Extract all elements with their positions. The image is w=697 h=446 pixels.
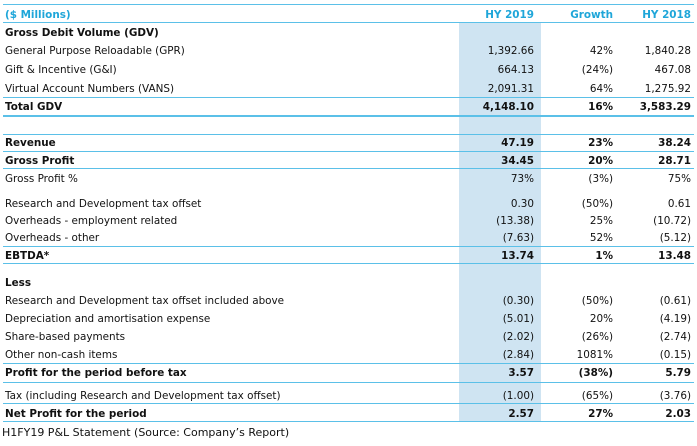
cell-hy2018: (5.12) xyxy=(659,232,691,244)
row-label: Net Profit for the period xyxy=(5,408,147,420)
cell-hy2019: (2.84) xyxy=(502,349,534,361)
cell-growth: 25% xyxy=(589,215,613,227)
table-rule xyxy=(3,363,694,364)
cell-growth: 1% xyxy=(595,250,613,262)
header-growth: Growth xyxy=(570,9,613,21)
row-label: Other non-cash items xyxy=(5,349,118,361)
table-caption: H1FY19 P&L Statement (Source: Company’s … xyxy=(2,426,290,439)
row-label: EBTDA* xyxy=(5,250,50,262)
row-label: Gift & Incentive (G&I) xyxy=(5,64,117,76)
cell-hy2019: 2,091.31 xyxy=(487,83,534,95)
cell-hy2019: (13.38) xyxy=(496,215,534,227)
table-rule xyxy=(3,421,694,422)
cell-hy2018: (3.76) xyxy=(659,390,691,402)
row-label: Virtual Account Numbers (VANS) xyxy=(5,83,174,95)
cell-hy2019: 4,148.10 xyxy=(482,101,534,113)
hy2019-highlight-column xyxy=(459,22,541,422)
cell-growth: (3%) xyxy=(588,173,613,185)
cell-hy2019: 34.45 xyxy=(501,155,534,167)
cell-hy2018: 1,275.92 xyxy=(644,83,691,95)
cell-hy2018: 1,840.28 xyxy=(644,45,691,57)
pl-statement-table: ($ Millions) HY 2019 Growth HY 2018 Gros… xyxy=(3,4,694,422)
cell-hy2019: 2.57 xyxy=(508,408,534,420)
cell-hy2018: 28.71 xyxy=(658,155,691,167)
table-rule xyxy=(3,151,694,152)
cell-growth: 16% xyxy=(588,101,613,113)
cell-hy2018: 0.61 xyxy=(667,198,691,210)
cell-hy2018: 3,583.29 xyxy=(639,101,691,113)
table-rule xyxy=(3,246,694,247)
cell-hy2018: 75% xyxy=(667,173,691,185)
row-label: Gross Profit xyxy=(5,155,75,167)
cell-hy2019: (5.01) xyxy=(502,313,534,325)
cell-hy2019: (2.02) xyxy=(502,331,534,343)
cell-growth: 27% xyxy=(588,408,613,420)
cell-hy2018: 5.79 xyxy=(665,367,691,379)
cell-hy2019: (0.30) xyxy=(502,295,534,307)
cell-growth: (26%) xyxy=(581,331,613,343)
cell-hy2019: 13.74 xyxy=(501,250,534,262)
cell-hy2018: (2.74) xyxy=(659,331,691,343)
cell-hy2019: 73% xyxy=(510,173,534,185)
row-label: Gross Profit % xyxy=(5,173,78,185)
cell-hy2018: (4.19) xyxy=(659,313,691,325)
cell-hy2019: 3.57 xyxy=(508,367,534,379)
row-label: Gross Debit Volume (GDV) xyxy=(5,27,159,39)
cell-hy2018: 467.08 xyxy=(654,64,691,76)
cell-growth: 64% xyxy=(589,83,613,95)
cell-growth: 20% xyxy=(589,313,613,325)
cell-growth: (50%) xyxy=(581,295,613,307)
table-rule xyxy=(3,97,694,98)
row-label: Tax (including Research and Development … xyxy=(5,390,281,402)
cell-hy2018: (0.61) xyxy=(659,295,691,307)
cell-hy2019: (1.00) xyxy=(502,390,534,402)
cell-growth: 1081% xyxy=(576,349,613,361)
row-label: Research and Development tax offset xyxy=(5,198,202,210)
table-rule xyxy=(3,403,694,404)
cell-growth: (38%) xyxy=(578,367,613,379)
cell-hy2018: (10.72) xyxy=(653,215,691,227)
row-label: Depreciation and amortisation expense xyxy=(5,313,211,325)
cell-hy2018: 2.03 xyxy=(665,408,691,420)
table-rule xyxy=(3,263,694,264)
table-rule xyxy=(3,4,694,5)
cell-hy2019: 47.19 xyxy=(501,137,534,149)
header-hy2019: HY 2019 xyxy=(485,9,534,21)
table-rule xyxy=(3,168,694,169)
cell-growth: (24%) xyxy=(581,64,613,76)
cell-hy2018: 38.24 xyxy=(658,137,691,149)
cell-growth: (50%) xyxy=(581,198,613,210)
cell-hy2018: 13.48 xyxy=(658,250,691,262)
cell-hy2019: 1,392.66 xyxy=(487,45,534,57)
cell-hy2018: (0.15) xyxy=(659,349,691,361)
row-label: Overheads - employment related xyxy=(5,215,178,227)
header-hy2018: HY 2018 xyxy=(642,9,691,21)
cell-hy2019: 0.30 xyxy=(510,198,534,210)
row-label: Share-based payments xyxy=(5,331,126,343)
row-label: Total GDV xyxy=(5,101,63,113)
cell-growth: 23% xyxy=(588,137,613,149)
cell-growth: 42% xyxy=(589,45,613,57)
cell-growth: 20% xyxy=(588,155,613,167)
cell-hy2019: (7.63) xyxy=(502,232,534,244)
cell-growth: 52% xyxy=(589,232,613,244)
table-rule xyxy=(3,22,694,23)
cell-hy2019: 664.13 xyxy=(497,64,534,76)
row-label: Overheads - other xyxy=(5,232,100,244)
header-label: ($ Millions) xyxy=(5,9,71,21)
table-rule xyxy=(3,134,694,135)
table-rule xyxy=(3,382,694,383)
row-label: Research and Development tax offset incl… xyxy=(5,295,285,307)
table-rule xyxy=(3,115,694,117)
cell-growth: (65%) xyxy=(581,390,613,402)
row-label: General Purpose Reloadable (GPR) xyxy=(5,45,185,57)
row-label: Profit for the period before tax xyxy=(5,367,187,379)
row-label: Revenue xyxy=(5,137,56,149)
row-label: Less xyxy=(5,277,32,289)
